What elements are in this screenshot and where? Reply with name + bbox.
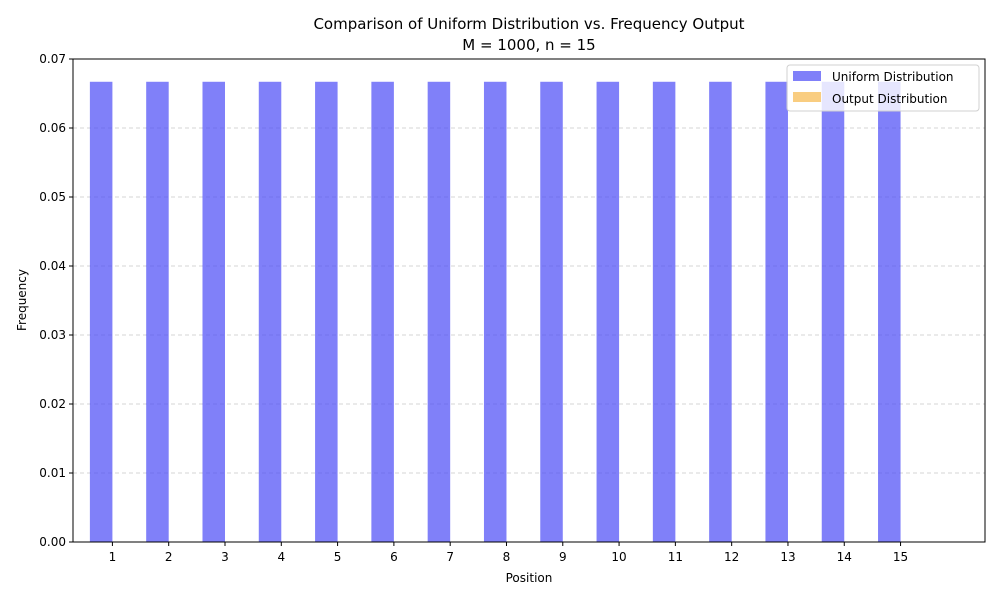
x-tick-label: 7 — [446, 550, 454, 564]
bar-uniform — [878, 81, 901, 543]
x-axis-label: Position — [506, 571, 553, 585]
bar-uniform — [765, 81, 788, 543]
y-tick-label: 0.02 — [39, 397, 66, 411]
bar-uniform — [821, 81, 845, 543]
y-tick-label: 0.03 — [39, 328, 66, 342]
x-tick-label: 14 — [837, 550, 852, 564]
x-tick-label: 13 — [780, 550, 795, 564]
legend: Uniform Distribution Output Distribution — [786, 64, 980, 112]
bar-uniform — [483, 81, 507, 543]
y-tick-label: 0.05 — [39, 190, 66, 204]
y-tick-label: 0.06 — [39, 121, 66, 135]
bar-uniform — [202, 81, 225, 543]
bar-uniform — [371, 81, 394, 543]
bar-uniform — [315, 81, 338, 543]
x-tick-label: 3 — [221, 550, 229, 564]
y-tick-label: 0.07 — [39, 52, 66, 66]
x-tick-label: 12 — [724, 550, 739, 564]
y-tick-label: 0.01 — [39, 466, 66, 480]
bar-uniform — [427, 81, 451, 543]
x-tick-label: 15 — [893, 550, 908, 564]
y-tick-label: 0.04 — [39, 259, 66, 273]
legend-frame — [786, 64, 980, 112]
bar-uniform — [540, 81, 563, 543]
bar-uniform — [652, 81, 676, 543]
bar-uniform — [709, 81, 732, 543]
x-tick-label: 8 — [503, 550, 511, 564]
bar-uniform — [89, 81, 113, 543]
y-axis-label: Frequency — [15, 269, 29, 331]
bars — [89, 81, 901, 543]
legend-label-output: Output Distribution — [832, 92, 948, 106]
chart-title-line1: Comparison of Uniform Distribution vs. F… — [313, 15, 744, 33]
x-tick-label: 1 — [109, 550, 117, 564]
bar-uniform — [146, 81, 169, 543]
legend-label-uniform: Uniform Distribution — [832, 70, 954, 84]
x-tick-label: 10 — [611, 550, 626, 564]
chart-title-line2: M = 1000, n = 15 — [462, 36, 595, 54]
bar-uniform — [258, 81, 282, 543]
x-tick-label: 5 — [334, 550, 342, 564]
x-tick-label: 6 — [390, 550, 398, 564]
x-tick-label: 2 — [165, 550, 173, 564]
x-tick-label: 11 — [668, 550, 683, 564]
legend-swatch-uniform — [793, 71, 821, 81]
legend-swatch-output — [793, 92, 821, 102]
bar-uniform — [596, 81, 620, 543]
x-tick-label: 4 — [277, 550, 285, 564]
y-tick-label: 0.00 — [39, 535, 66, 549]
ticks: 0.000.010.020.030.040.050.060.071 2 3 4 5 6 7 8… — [39, 52, 908, 564]
axes-frame — [72, 58, 986, 543]
x-tick-label: 9 — [559, 550, 567, 564]
